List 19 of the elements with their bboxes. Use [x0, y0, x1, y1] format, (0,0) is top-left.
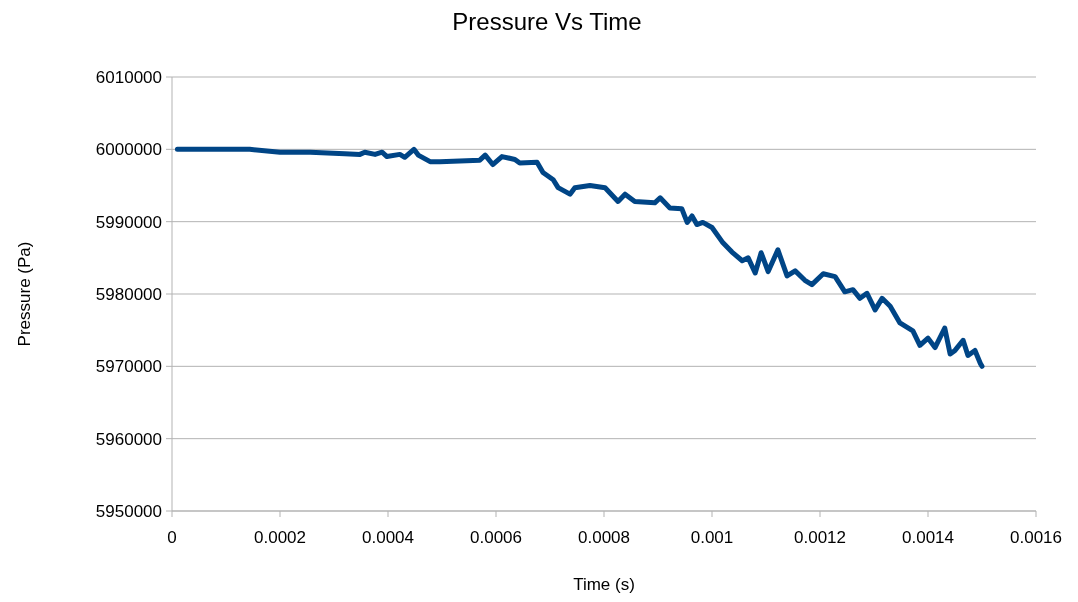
x-tick-label: 0.0012	[794, 528, 846, 547]
x-tick-label: 0	[167, 528, 177, 547]
y-tick-label: 6010000	[95, 67, 162, 87]
x-tick-label: 0.0008	[578, 528, 630, 547]
y-tick-label: 6000000	[95, 140, 162, 160]
x-tick-label: 0.001	[690, 528, 734, 547]
chart-title: Pressure Vs Time	[452, 8, 642, 35]
y-axis-title: Pressure (Pa)	[15, 241, 34, 347]
x-axis-title: Time (s)	[573, 575, 635, 594]
y-tick-label: 5980000	[95, 284, 162, 304]
y-tick-label: 5990000	[95, 212, 162, 232]
x-tick-label: 0.0004	[362, 528, 414, 547]
x-tick-label: 0.0016	[1010, 528, 1062, 547]
x-tick-label: 0.0002	[254, 528, 306, 547]
y-tick-label: 5960000	[95, 429, 162, 449]
y-tick-label: 5970000	[95, 357, 162, 377]
x-tick-label: 0.0014	[902, 528, 954, 547]
y-tick-label: 5950000	[95, 501, 162, 521]
x-tick-label: 0.0006	[470, 528, 522, 547]
